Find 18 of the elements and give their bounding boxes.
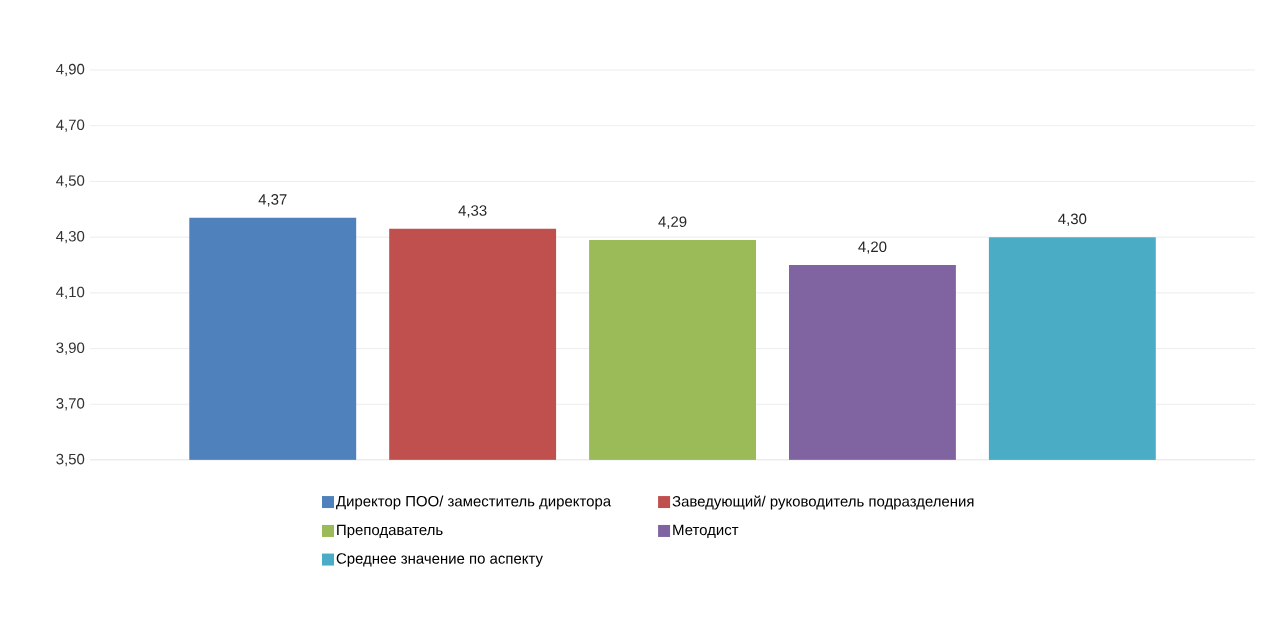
y-tick-label: 4,50: [56, 175, 85, 188]
legend-label: Среднее значение по аспекту: [336, 553, 543, 567]
legend-label: Преподаватель: [337, 524, 443, 539]
legend-label: Методист: [673, 524, 739, 538]
y-tick-label: 4,70: [56, 119, 85, 132]
y-tick-label: 3,50: [56, 453, 85, 467]
y-tick-label: 4,90: [56, 63, 85, 77]
y-tick-label: 3,90: [56, 342, 85, 355]
data-label: 4,30: [1058, 213, 1087, 226]
y-tick-label: 4,10: [56, 286, 85, 300]
data-label: 4,20: [858, 241, 887, 254]
legend-label: Заведующий/ руководитель подразделения: [672, 495, 974, 510]
data-label: 4,29: [658, 216, 687, 229]
y-tick-label: 4,30: [56, 230, 85, 244]
data-label: 4,33: [458, 205, 487, 218]
legend-label: Директор ПОО/ заместитель директора: [336, 495, 612, 510]
data-label: 4,37: [258, 194, 287, 207]
y-tick-label: 3,70: [56, 398, 85, 411]
